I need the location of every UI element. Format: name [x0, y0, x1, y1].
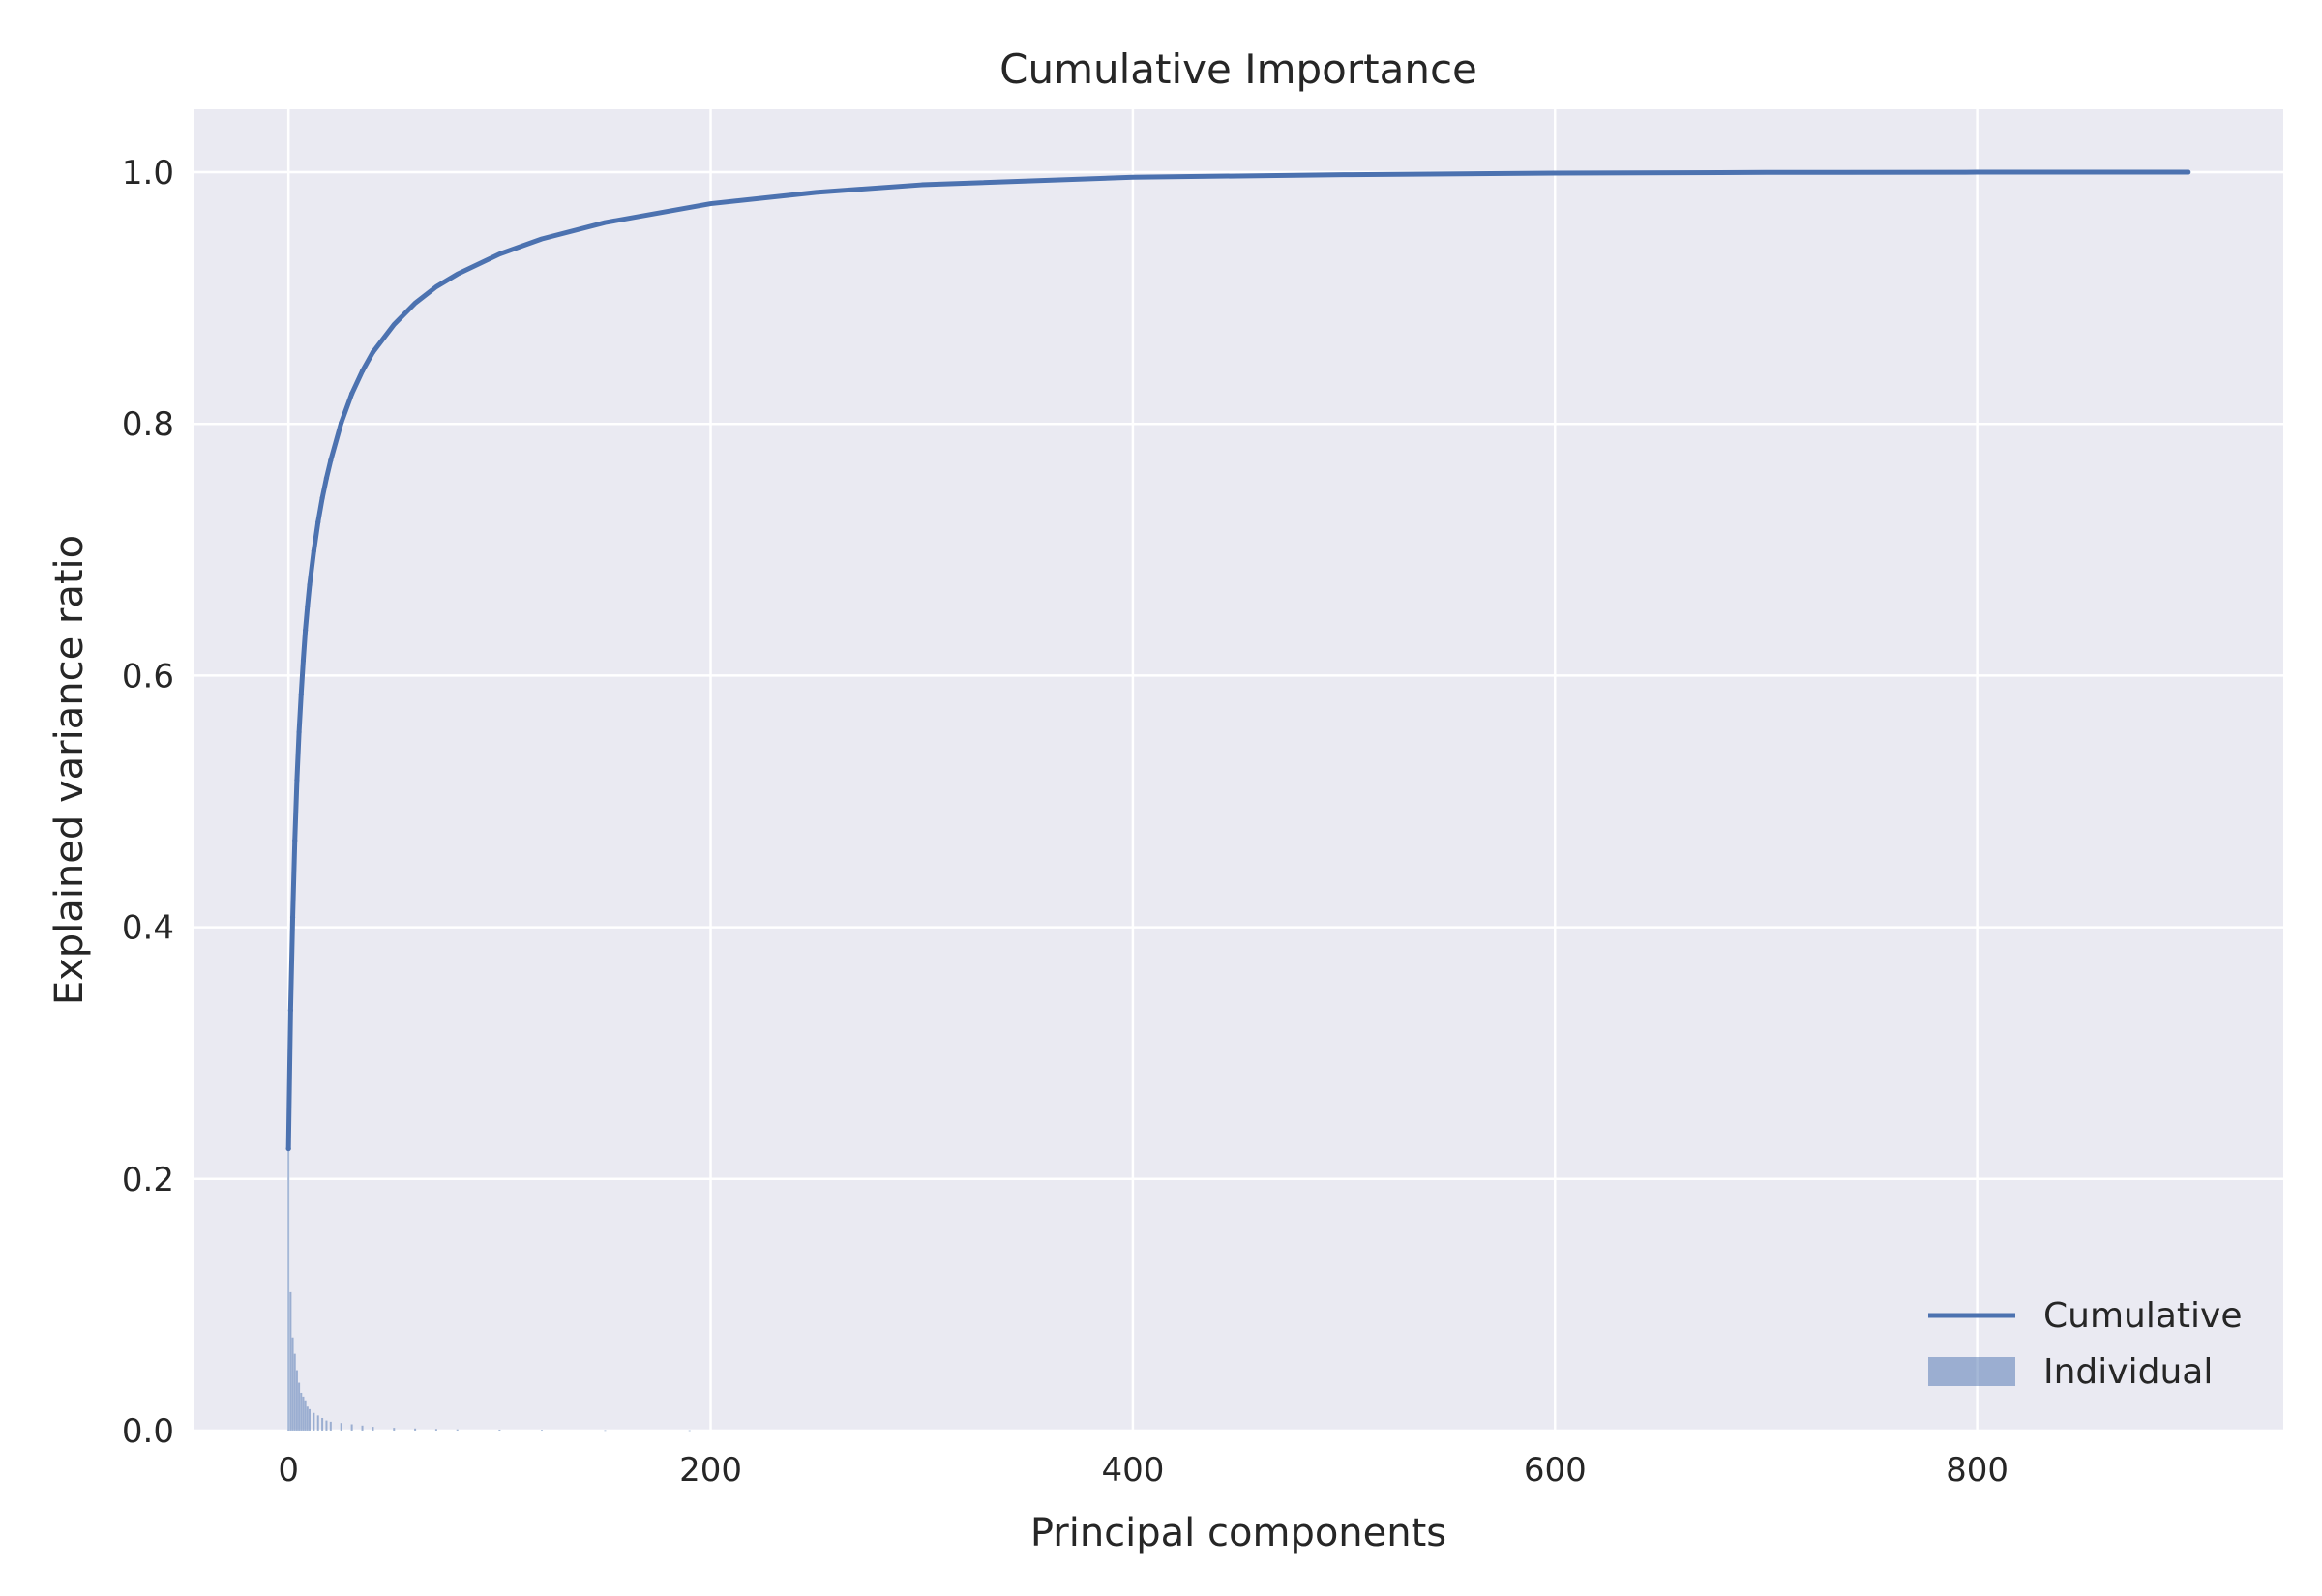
- individual-bar: [321, 1417, 324, 1431]
- individual-bars: [287, 1148, 691, 1432]
- individual-bar: [688, 1430, 691, 1432]
- individual-bar: [306, 1406, 309, 1431]
- individual-bar: [541, 1430, 543, 1432]
- individual-bar: [350, 1424, 353, 1431]
- cumulative-point: [296, 729, 302, 735]
- individual-bar: [340, 1423, 342, 1431]
- individual-bar: [434, 1429, 437, 1431]
- cumulative-point: [300, 658, 307, 664]
- y-tick-label: 1.0: [122, 154, 174, 192]
- cumulative-point: [307, 582, 313, 588]
- cumulative-point: [319, 495, 325, 501]
- individual-bar: [361, 1425, 364, 1431]
- cumulative-point: [285, 1145, 291, 1152]
- cumulative-point: [289, 914, 296, 920]
- y-axis-label: Explained variance ratio: [47, 535, 92, 1005]
- chart-title: Cumulative Importance: [999, 45, 1477, 93]
- x-tick-label: 800: [1946, 1451, 2009, 1490]
- individual-bar: [498, 1429, 501, 1431]
- cumulative-point: [305, 604, 311, 609]
- individual-bar: [291, 1337, 294, 1431]
- y-tick-label: 0.8: [122, 405, 174, 444]
- cumulative-point: [311, 548, 316, 554]
- individual-bar: [393, 1428, 396, 1431]
- individual-bar: [316, 1415, 319, 1431]
- x-tick-label: 0: [278, 1451, 299, 1490]
- cumulative-line-group: [285, 169, 2191, 1152]
- individual-bar: [372, 1427, 374, 1431]
- legend-cumulative-label: Cumulative: [2043, 1296, 2242, 1336]
- y-tick-label: 0.2: [122, 1161, 174, 1199]
- cumulative-point: [303, 627, 309, 634]
- individual-bar: [302, 1396, 305, 1431]
- cumulative-point: [323, 475, 330, 481]
- individual-bar: [298, 1382, 301, 1431]
- cumulative-point: [298, 692, 304, 697]
- x-tick-label: 400: [1101, 1451, 1164, 1490]
- cumulative-point: [359, 368, 366, 374]
- cumulative-point: [349, 391, 355, 397]
- individual-bar: [456, 1429, 459, 1431]
- plot-background: [194, 109, 2283, 1431]
- individual-bar: [313, 1412, 315, 1431]
- cumulative-point: [287, 1007, 293, 1014]
- individual-bar: [304, 1400, 307, 1431]
- individual-bar: [293, 1353, 296, 1431]
- legend-individual-swatch: [1928, 1357, 2015, 1386]
- x-tick-label: 600: [1524, 1451, 1587, 1490]
- individual-bar: [414, 1428, 417, 1431]
- individual-bar: [325, 1420, 328, 1431]
- cumulative-point: [315, 519, 321, 525]
- individual-bar: [309, 1408, 311, 1431]
- tick-labels: 0 200 400 600 800 0.0 0.2 0.4 0.6 0.8 1.0: [122, 154, 2009, 1490]
- y-tick-label: 0.0: [122, 1412, 174, 1451]
- individual-bar: [295, 1370, 298, 1431]
- individual-bar: [604, 1430, 607, 1432]
- individual-bar: [300, 1392, 303, 1431]
- individual-bar: [287, 1148, 290, 1431]
- individual-bar: [329, 1421, 332, 1431]
- legend: Cumulative Individual: [1928, 1296, 2242, 1392]
- individual-bar: [289, 1291, 292, 1431]
- cumulative-line: [285, 169, 2191, 1152]
- cumulative-point: [294, 777, 300, 783]
- cumulative-point: [328, 458, 334, 463]
- y-tick-label: 0.4: [122, 909, 174, 948]
- y-tick-label: 0.6: [122, 657, 174, 695]
- legend-individual-label: Individual: [2043, 1352, 2213, 1392]
- x-axis-label: Principal components: [1030, 1511, 1446, 1555]
- x-tick-label: 200: [679, 1451, 742, 1490]
- cumulative-point: [339, 420, 344, 426]
- cumulative-point: [370, 349, 376, 355]
- cumulative-point: [292, 838, 298, 843]
